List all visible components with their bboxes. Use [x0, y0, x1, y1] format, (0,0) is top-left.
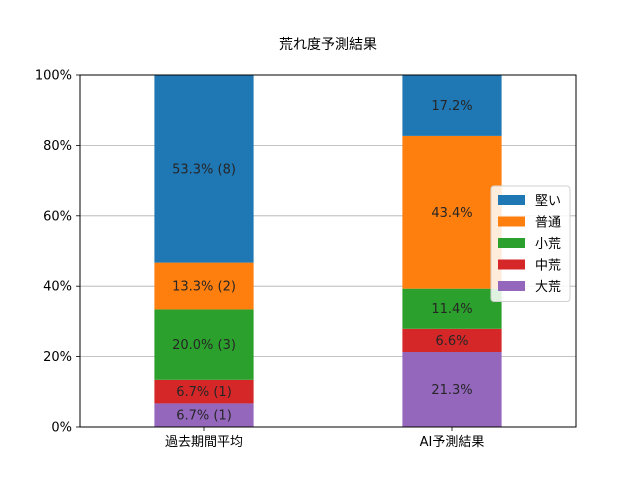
legend-swatch [498, 281, 525, 291]
x-tick-label: 過去期間平均 [165, 435, 243, 450]
bar-segment [154, 379, 254, 404]
y-axis: 0% 20% 40% 60% 80% 100% [35, 69, 80, 436]
legend-label: 中荒 [535, 259, 561, 274]
data-label: 21.3% [431, 383, 472, 398]
plot-frame [79, 74, 577, 428]
y-tick-label: 0% [51, 421, 72, 436]
bar-segment [154, 75, 254, 263]
chart-title: 荒れ度予測結果 [279, 37, 377, 53]
y-tick-label: 60% [43, 209, 72, 224]
legend-swatch [498, 195, 525, 205]
bar-segment [154, 309, 254, 380]
bar-segment [402, 135, 502, 289]
data-label: 6.7% (1) [176, 385, 232, 400]
bar-segment [402, 288, 502, 329]
bar-segment [402, 328, 502, 353]
legend-label: 普通 [535, 216, 561, 231]
legend-box [490, 185, 571, 302]
bar-segment [402, 352, 502, 427]
legend-label: 堅い [535, 194, 561, 209]
data-label: 43.4% [431, 206, 472, 221]
legend-swatch [498, 259, 525, 270]
data-label: 53.3% (8) [172, 162, 236, 177]
data-label: 6.6% [435, 334, 468, 349]
bar-segment [154, 262, 254, 310]
y-tick-label: 40% [43, 280, 72, 295]
legend-label: 大荒 [535, 280, 561, 295]
x-tick-label: AI予測結果 [420, 435, 485, 450]
legend-label: 小荒 [535, 237, 561, 252]
data-label: 17.2% [431, 99, 472, 114]
data-label: 11.4% [431, 302, 472, 317]
bar-segment [154, 403, 254, 427]
data-label: 13.3% (2) [172, 280, 236, 295]
y-tick-label: 100% [35, 69, 72, 84]
bars: 6.7% (1) 6.7% (1) 20.0% (3) 13.3% (2) 53.3% … [154, 75, 502, 427]
legend-swatch [498, 216, 525, 227]
data-label: 20.0% (3) [172, 338, 236, 353]
x-axis: 過去期間平均 AI予測結果 [165, 427, 484, 450]
y-tick-label: 80% [43, 139, 72, 154]
bar-segment [402, 75, 502, 136]
data-label: 6.7% (1) [176, 409, 232, 424]
y-tick-label: 20% [43, 350, 72, 365]
legend-swatch [498, 238, 525, 248]
